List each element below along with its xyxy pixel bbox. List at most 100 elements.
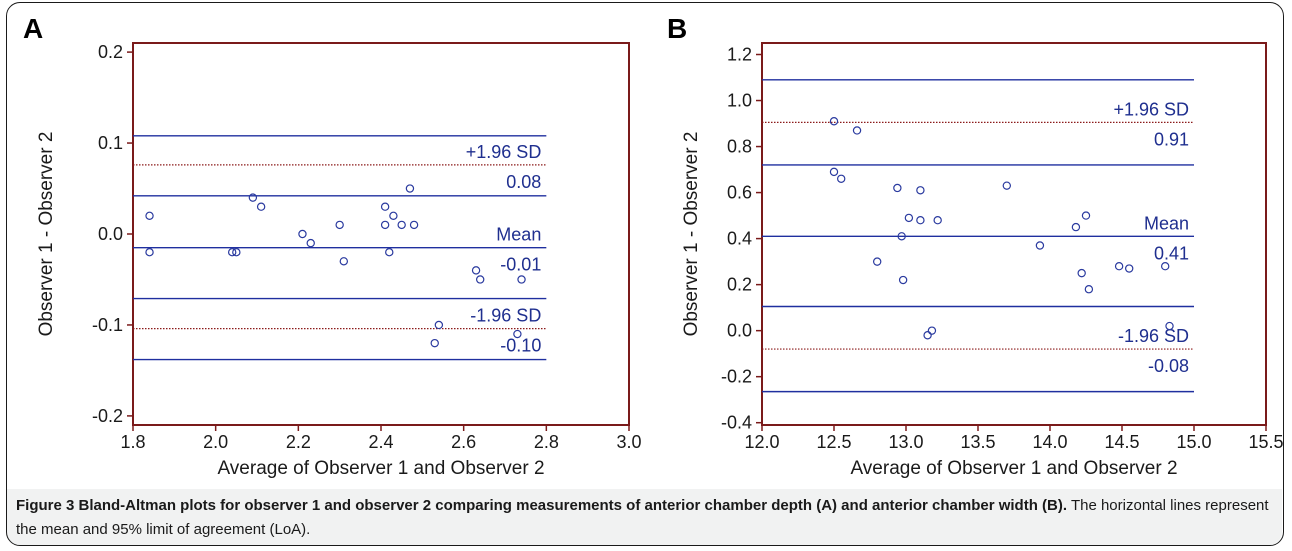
panel-a-data-point-3 [232,247,241,257]
panel-a-x-axis-label: Average of Observer 1 and Observer 2 [217,458,544,479]
panel-b-data-point-20 [1114,262,1124,271]
panel-a-line-label-below-5: -0.10 [500,336,541,356]
panel-b-data-point-7 [898,275,908,285]
panel-a-data-point-22 [517,275,526,284]
panel-b-data-point-1 [852,126,862,135]
panel-b-data-point-10 [916,215,925,225]
panel-a-ytick-label-2: 0.0 [98,224,123,244]
panel-b-ytick-label-8: 1.2 [727,45,752,65]
panel-a-line-label-above-3: Mean [496,225,541,245]
panel-b-ytick-label-2: 0.0 [727,321,752,341]
caption-rest: The horizontal lines represent the mean … [16,497,1269,538]
panel-b-data-point-18 [1081,211,1091,220]
panel-a-xtick-label-5: 2.8 [534,432,559,452]
panel-a-data-point-11 [380,220,390,230]
panel-b-data-point-13 [933,215,942,225]
panel-a-data-point-10 [380,202,390,211]
figure-frame [6,2,1284,546]
panel-a-data-point-20 [476,275,485,284]
panel-a-data-point-16 [409,220,419,230]
panel-a-data-point-7 [306,238,315,248]
panel-a-data-point-2 [227,247,237,257]
panel-b-data-point-17 [1077,268,1086,278]
panel-a-data-point-9 [339,257,348,266]
panel-b-xtick-label-5: 14.5 [1104,432,1139,452]
panel-a-data-point-18 [434,320,444,330]
panel-b-line-label-below-1: 0.91 [1154,129,1189,149]
panel-b-line-label-below-5: -0.08 [1148,356,1189,376]
panel-b-data-point-0 [829,117,839,126]
panel-b-xtick-label-4: 14.0 [1032,432,1067,452]
panel-b-xtick-label-3: 13.5 [960,432,995,452]
panel-b-xtick-label-1: 12.5 [816,432,851,452]
panel-b-data-point-14 [1002,181,1012,190]
panel-b-ytick-label-4: 0.4 [727,229,752,249]
panel-b-ytick-label-0: -0.4 [721,413,752,433]
panel-b-data-point-16 [1071,222,1081,232]
panel-a-data-point-17 [430,338,439,348]
panel-a-data-point-15 [405,184,415,193]
panel-a-ytick-label-0: -0.2 [92,406,123,426]
panel-b-line-label-above-1: +1.96 SD [1113,99,1189,119]
panel-b-xtick-label-0: 12.0 [744,432,779,452]
panel-b-ytick-label-6: 0.8 [727,137,752,157]
panel-b-data-point-23 [1165,321,1174,331]
panel-b-ytick-label-3: 0.2 [727,275,752,295]
panel-b-xtick-label-7: 15.5 [1248,432,1283,452]
panel-a-data-point-5 [256,202,266,211]
panel-a-xtick-label-3: 2.4 [368,432,393,452]
panel-a-data-point-12 [385,247,394,257]
panel-b-data-point-8 [904,213,914,223]
panel-b-data-point-19 [1084,285,1094,294]
panel-b-data-point-6 [897,232,906,241]
panel-a-line-label-below-1: 0.08 [506,172,541,192]
panel-a-y-axis-label: Observer 1 - Observer 2 [36,132,57,337]
panel-a-data-point-6 [298,229,307,239]
panel-b-data-point-5 [893,183,902,193]
panel-a-plot-frame [132,42,630,426]
panel-b-x-axis-label: Average of Observer 1 and Observer 2 [850,458,1177,479]
panel-b-data-point-11 [923,331,932,340]
panel-b-data-point-12 [927,326,937,335]
panel-a-data-point-19 [471,266,481,275]
panel-a-data-point-0 [145,211,154,221]
panel-b-line-label-above-5: -1.96 SD [1118,326,1189,346]
panel-a-line-label-above-1: +1.96 SD [466,142,542,162]
panel-b-ytick-label-1: -0.2 [721,367,752,387]
panel-b-data-point-4 [873,257,882,266]
panel-b-data-point-22 [1160,262,1170,271]
panel-b-y-axis-label: Observer 1 - Observer 2 [681,132,702,337]
panel-a-ytick-label-1: -0.1 [92,315,123,335]
panel-a-data-point-1 [145,247,154,257]
panel-b-data-point-15 [1035,241,1045,250]
panel-b-line-label-below-3: 0.41 [1154,243,1189,263]
panel-a-ytick-label-4: 0.2 [98,42,123,62]
panel-a-xtick-label-1: 2.0 [203,432,228,452]
panel-a-xtick-label-4: 2.6 [451,432,476,452]
panel-b-data-point-9 [916,186,925,195]
figure-caption: Figure 3 Bland-Altman plots for observer… [16,494,1278,542]
panel-a-xtick-label-0: 1.8 [120,432,145,452]
panel-b-line-label-above-3: Mean [1144,213,1189,233]
panel-a-data-point-13 [389,211,398,221]
panel-b-ytick-label-5: 0.6 [727,183,752,203]
panel-b-plot-frame [761,42,1267,426]
panel-b-ytick-label-7: 1.0 [727,91,752,111]
panel-b-data-point-2 [829,167,839,177]
panel-b-xtick-label-6: 15.0 [1176,432,1211,452]
panel-a-xtick-label-2: 2.2 [286,432,311,452]
panel-a-letter: A [23,13,43,44]
panel-a-ytick-label-3: 0.1 [98,133,123,153]
panel-b-letter: B [667,13,687,44]
panel-a-xtick-label-6: 3.0 [616,432,641,452]
panel-a-data-point-8 [335,220,344,230]
panel-a-data-point-4 [248,193,258,202]
panel-b-xtick-label-2: 13.0 [888,432,923,452]
panel-b-data-point-21 [1124,264,1134,273]
caption-background [7,489,1282,545]
panel-a-data-point-14 [397,220,406,230]
panel-a-line-label-below-3: -0.01 [500,255,541,275]
panel-a-data-point-21 [513,329,522,339]
